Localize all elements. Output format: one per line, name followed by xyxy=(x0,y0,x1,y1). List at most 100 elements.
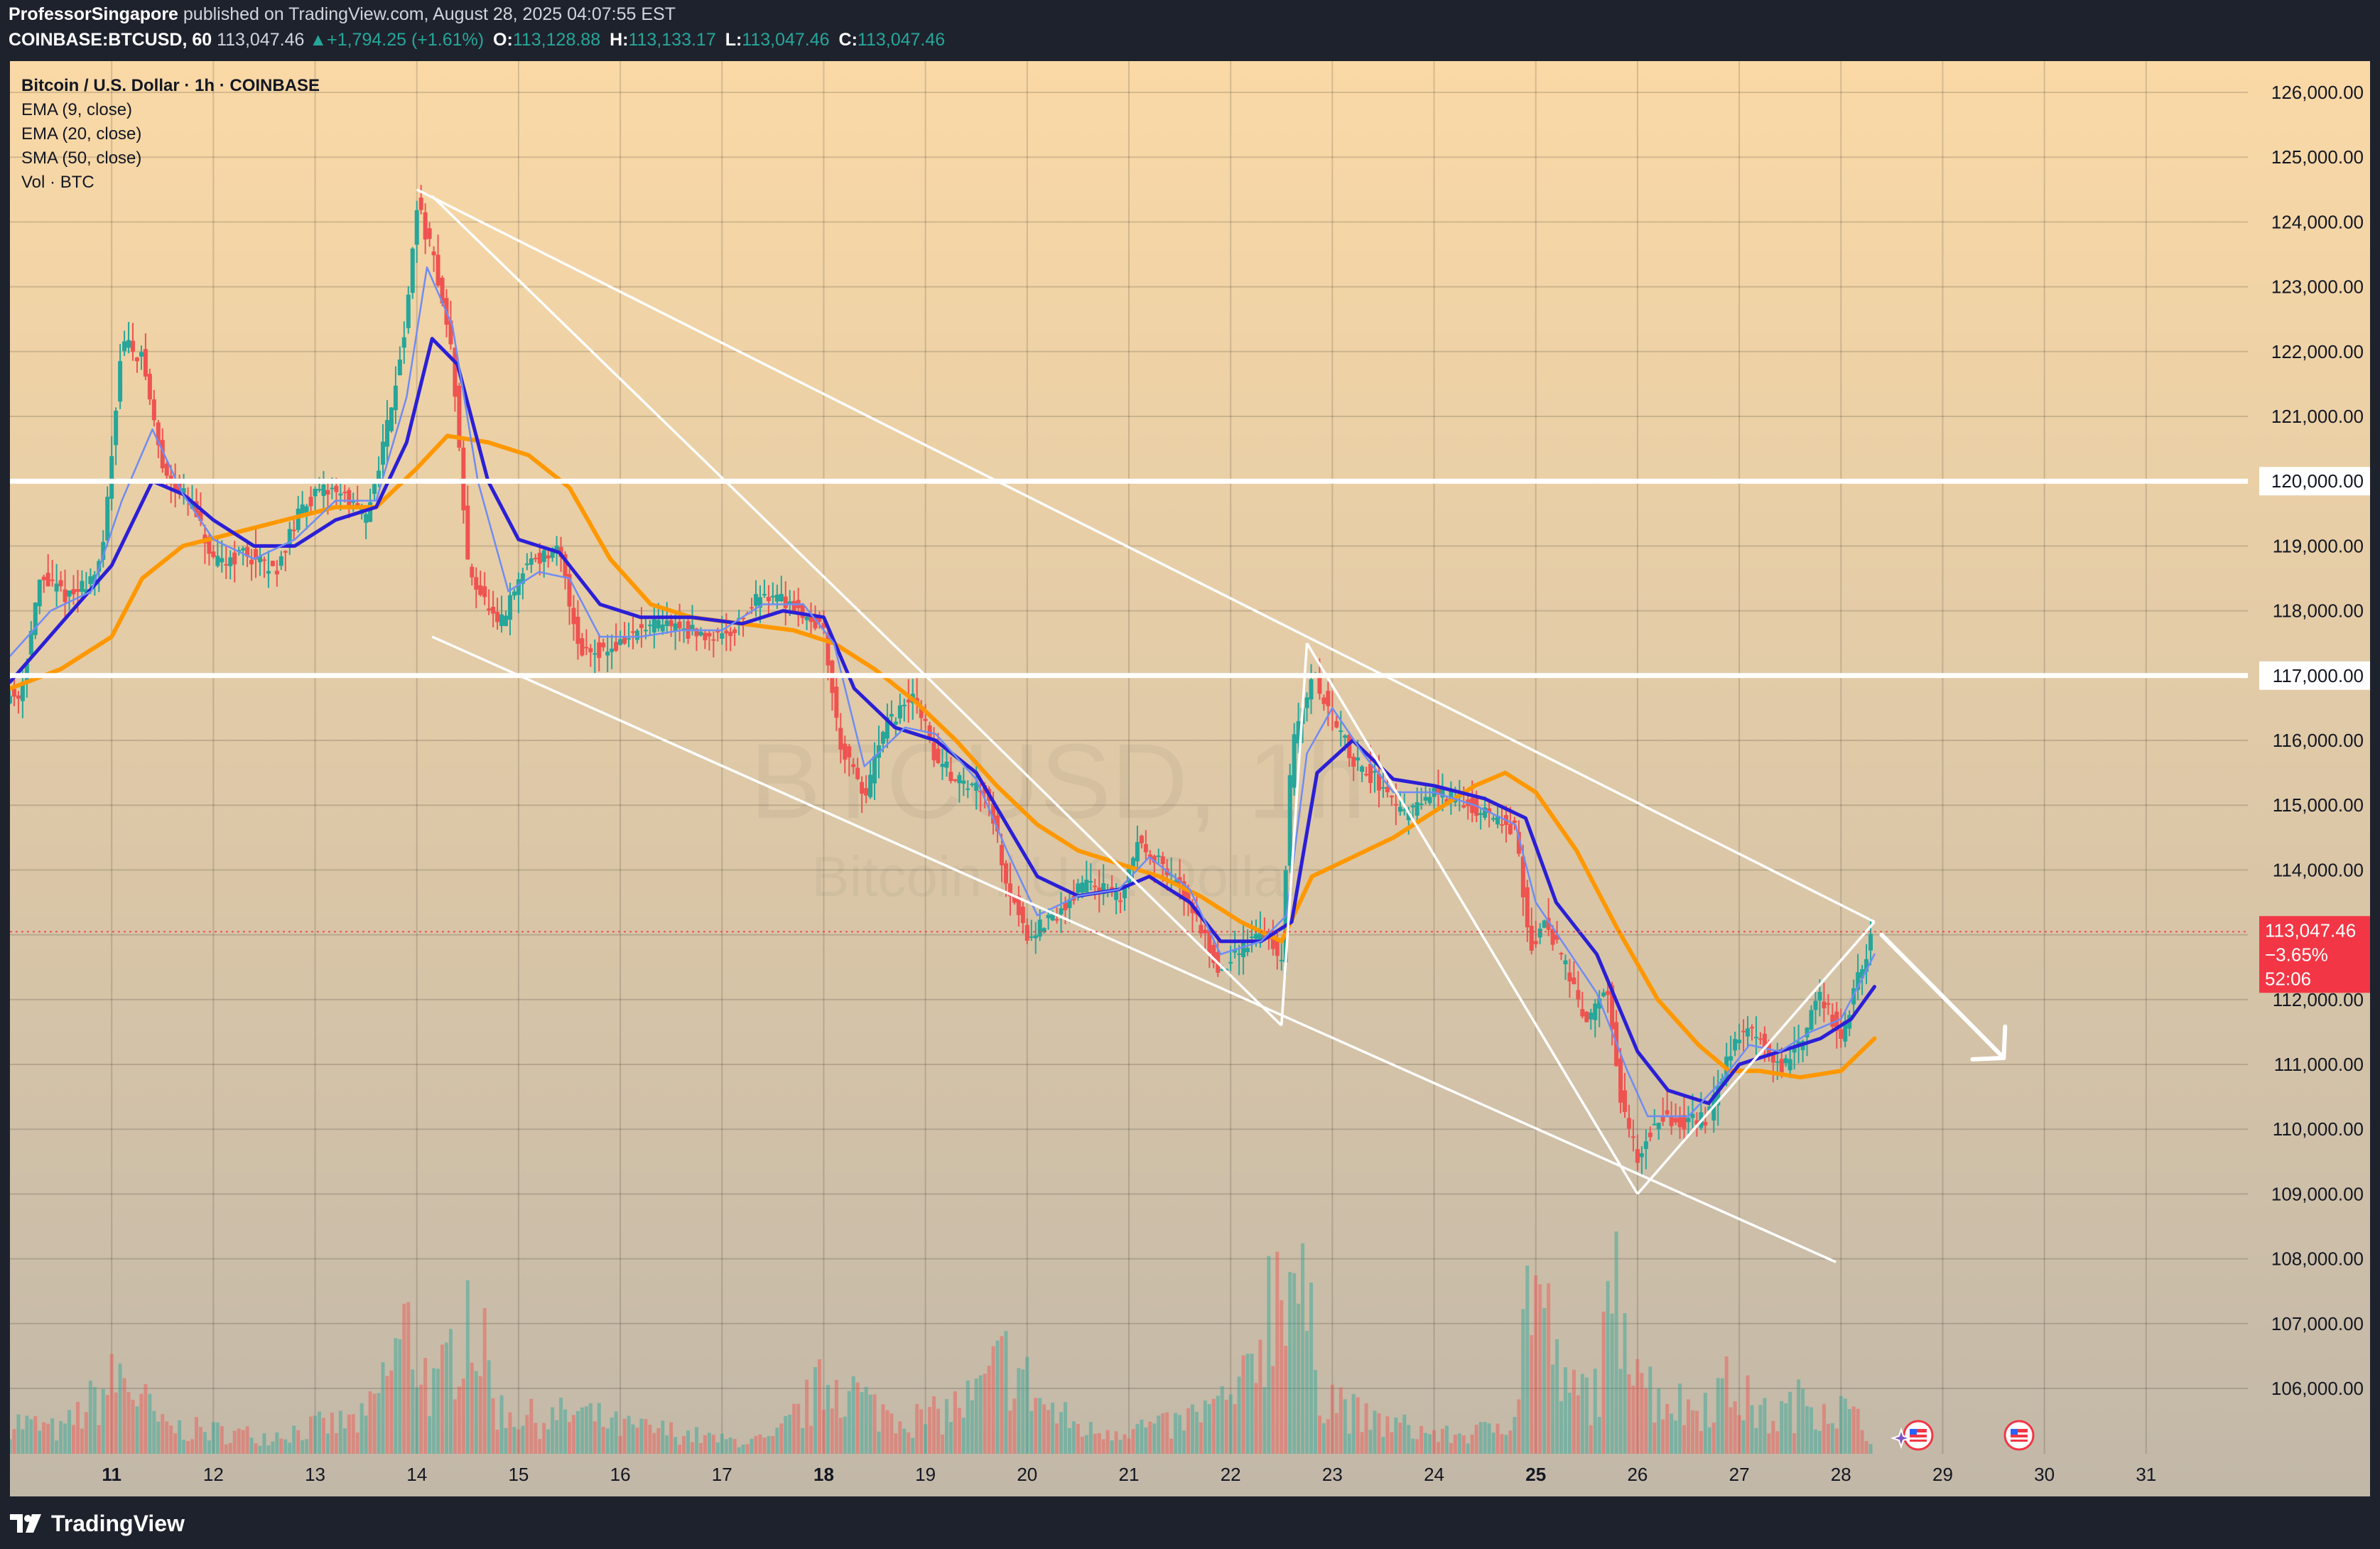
candle-body xyxy=(1440,788,1445,798)
candle-body xyxy=(762,593,767,595)
volume-bar xyxy=(33,1416,38,1454)
candle-body xyxy=(1635,1149,1640,1163)
us-event-flag-icon[interactable] xyxy=(2003,1420,2035,1451)
candle-body xyxy=(1321,697,1326,704)
price-axis[interactable]: 106,000.00 107,000.00 108,000.00 109,000.00… xyxy=(2259,82,2370,1399)
volume-bar xyxy=(88,1380,92,1454)
candle-body xyxy=(618,639,623,645)
candle-body xyxy=(1593,1003,1598,1020)
volume-bar xyxy=(1152,1423,1157,1454)
volume-bar xyxy=(801,1427,805,1454)
volume-bar xyxy=(1437,1442,1441,1454)
candle-body xyxy=(296,508,301,530)
volume-bar xyxy=(1428,1434,1432,1454)
volume-bar xyxy=(674,1437,678,1454)
low-value: 113,047.46 xyxy=(742,30,830,50)
volume-bar xyxy=(881,1404,885,1454)
volume-bar xyxy=(715,1442,720,1454)
volume-bar xyxy=(1508,1430,1513,1454)
level-price-label: 120,000.00 xyxy=(2271,470,2364,492)
price-tick-label: 123,000.00 xyxy=(2271,276,2364,298)
candle-body xyxy=(1245,947,1250,952)
volume-bar xyxy=(855,1382,860,1454)
candle-body xyxy=(1495,816,1500,825)
legend-title: Bitcoin / U.S. Dollar · 1h · COINBASE xyxy=(21,76,320,95)
volume-bar xyxy=(1360,1432,1364,1454)
volume-bar xyxy=(1199,1422,1203,1454)
volume-bar xyxy=(1580,1373,1584,1454)
volume-bar xyxy=(372,1393,377,1454)
volume-bar xyxy=(1576,1395,1580,1454)
volume-bar xyxy=(1606,1280,1610,1454)
volume-bar xyxy=(1254,1383,1258,1454)
volume-bar xyxy=(694,1427,698,1454)
candle-body xyxy=(868,774,873,797)
volume-bar xyxy=(10,1439,12,1454)
volume-bar xyxy=(368,1391,372,1454)
volume-bar xyxy=(1118,1440,1123,1454)
candle-body xyxy=(465,505,470,560)
price-tick-label: 109,000.00 xyxy=(2271,1183,2364,1204)
price-tick-label: 121,000.00 xyxy=(2271,406,2364,427)
us-event-flag-icon[interactable] xyxy=(1903,1420,1934,1451)
candle-body xyxy=(627,638,632,640)
legend-ema9[interactable]: EMA (9, close) xyxy=(21,100,132,119)
candle-body xyxy=(1716,1085,1721,1106)
volume-bar xyxy=(80,1428,84,1454)
candle-body xyxy=(1626,1118,1631,1129)
footer: TradingView xyxy=(0,1496,2380,1549)
candle-body xyxy=(707,632,712,637)
volume-bar xyxy=(1165,1412,1169,1454)
volume-bar xyxy=(1297,1303,1301,1454)
legend-volume[interactable]: Vol · BTC xyxy=(21,173,94,192)
volume-bar xyxy=(1593,1369,1597,1454)
candle-body xyxy=(436,254,440,286)
candle-body xyxy=(826,632,831,666)
volume-bar xyxy=(1771,1420,1775,1454)
volume-bar xyxy=(338,1410,342,1454)
volume-bar xyxy=(1601,1311,1606,1454)
volume-bar xyxy=(1843,1398,1847,1454)
volume-bar xyxy=(46,1423,50,1454)
candle-body xyxy=(1402,809,1407,811)
volume-bar xyxy=(109,1354,114,1454)
tradingview-brand[interactable]: TradingView xyxy=(10,1508,185,1539)
candle-body xyxy=(605,652,610,656)
event-sparkle-icon[interactable] xyxy=(1890,1427,1913,1450)
legend-ema20[interactable]: EMA (20, close) xyxy=(21,124,141,144)
volume-bar xyxy=(1314,1369,1317,1454)
candle-body xyxy=(1559,953,1564,955)
price-chart[interactable]: BTCUSD, 1h Bitcoin / U.S. Dollar 106,000… xyxy=(10,61,2370,1496)
volume-bar xyxy=(767,1436,771,1454)
candle-body xyxy=(1130,858,1135,870)
candle-body xyxy=(80,581,85,592)
symbol-name[interactable]: COINBASE:BTCUSD, 60 xyxy=(9,30,212,50)
volume-bar xyxy=(224,1444,228,1454)
candle-body xyxy=(325,490,330,495)
author-name[interactable]: ProfessorSingapore xyxy=(9,4,178,24)
candle-body xyxy=(944,761,949,768)
volume-bar xyxy=(351,1414,355,1454)
candle-body xyxy=(770,595,775,598)
candle-body xyxy=(1007,883,1012,897)
volume-bar xyxy=(1275,1251,1280,1454)
candle-body xyxy=(1287,774,1292,866)
candle-body xyxy=(588,648,593,653)
volume-bar xyxy=(190,1439,195,1454)
legend-sma50[interactable]: SMA (50, close) xyxy=(21,149,141,168)
candle-body xyxy=(507,595,512,620)
volume-bar xyxy=(1381,1437,1385,1454)
volume-bar xyxy=(1135,1424,1140,1454)
volume-bar xyxy=(432,1368,436,1454)
volume-bar xyxy=(907,1432,911,1454)
volume-bar xyxy=(529,1398,534,1454)
candle-body xyxy=(1792,1046,1797,1053)
time-axis[interactable]: 11 12 13 14 15 16 17 18 19 20 21 22 23 24 25 26 27 28 29 30… xyxy=(102,1464,2156,1485)
candle-body xyxy=(1656,1123,1661,1130)
volume-bar xyxy=(1792,1433,1797,1454)
candle-body xyxy=(487,608,492,611)
candle-body xyxy=(1749,1027,1754,1029)
volume-bar xyxy=(864,1386,868,1454)
volume-bar xyxy=(1343,1399,1347,1454)
candle-body xyxy=(1139,836,1144,843)
